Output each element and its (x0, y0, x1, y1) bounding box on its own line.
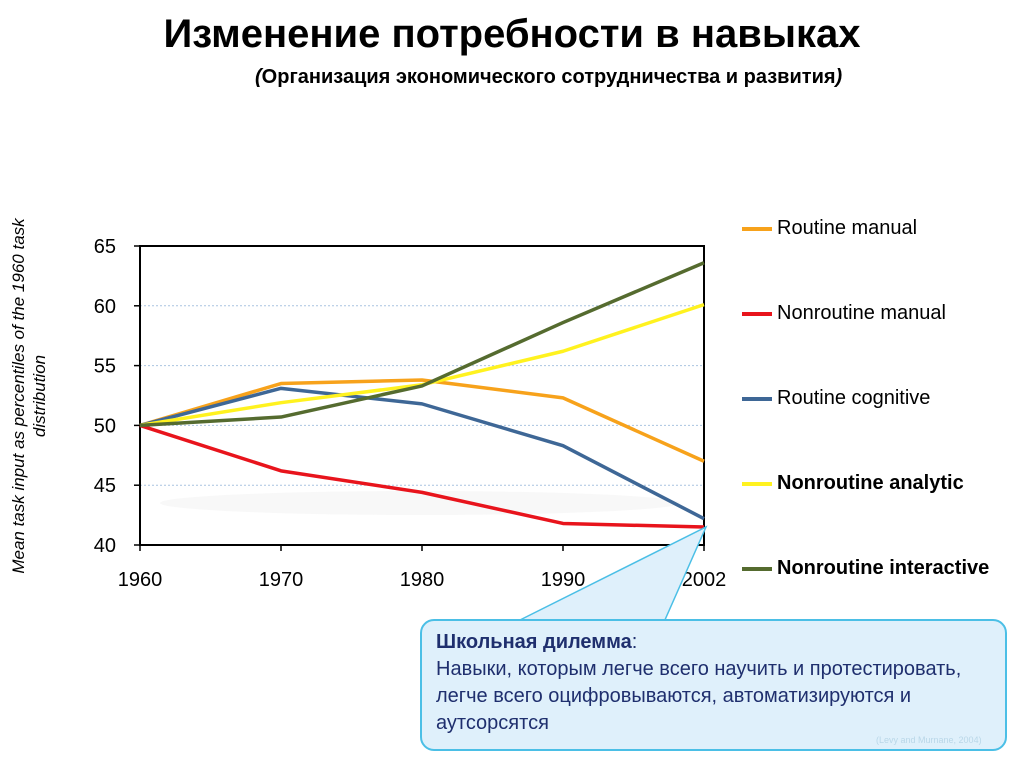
legend-swatch (742, 566, 772, 571)
series-line-nonroutine-interactive (139, 261, 705, 428)
series-line-routine-manual (139, 378, 705, 463)
legend-item-nonroutine-interactive: Nonroutine interactive (742, 557, 989, 580)
legend-label: Nonroutine interactive (777, 557, 990, 579)
legend-item-routine-cognitive: Routine cognitive (742, 387, 930, 410)
callout-heading: Школьная дилемма (436, 631, 632, 653)
x-tick-label: 1970 (259, 569, 304, 591)
legend-swatch (742, 226, 772, 231)
y-tick-label: 60 (94, 296, 116, 318)
legend-swatch (742, 311, 772, 316)
y-tick-label: 50 (94, 415, 116, 437)
y-tick-label: 65 (94, 236, 116, 258)
x-tick-label: 1960 (118, 569, 163, 591)
callout-body: Навыки, которым легче всего научить и пр… (436, 658, 962, 734)
x-tick-label: 2002 (682, 569, 727, 591)
footnote: (Levy and Murnane, 2004) (876, 735, 982, 745)
legend-swatch (742, 481, 772, 486)
page-subtitle: (Организация экономического сотрудничест… (255, 66, 843, 88)
plot-shadow (160, 491, 680, 515)
legend-label: Nonroutine analytic (777, 472, 964, 494)
legend-item-nonroutine-analytic: Nonroutine analytic (742, 472, 964, 495)
x-tick-label: 1990 (541, 569, 586, 591)
legend-swatch (742, 396, 772, 401)
legend-label: Nonroutine manual (777, 302, 946, 324)
legend-label: Routine cognitive (777, 387, 931, 409)
legend-label: Routine manual (777, 217, 918, 239)
callout-box: Школьная дилемма: Навыки, которым легче … (420, 619, 1007, 751)
legend-item-routine-manual: Routine manual (742, 217, 917, 240)
page-title: Изменение потребности в навыках (163, 12, 861, 56)
series-line-routine-cognitive (139, 386, 705, 521)
series-line-nonroutine-manual (139, 423, 705, 529)
y-tick-label: 55 (94, 356, 116, 378)
y-tick-label: 45 (94, 475, 116, 497)
legend-item-nonroutine-manual: Nonroutine manual (742, 302, 946, 325)
y-tick-label: 40 (94, 535, 116, 557)
x-tick-label: 1980 (400, 569, 445, 591)
